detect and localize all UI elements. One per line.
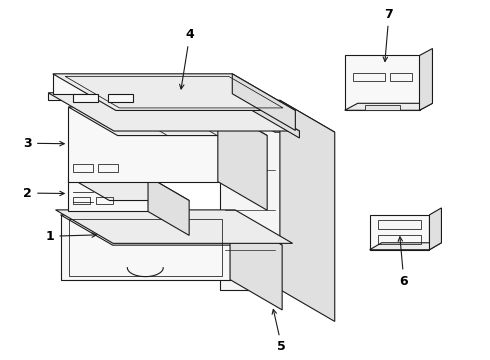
Polygon shape — [369, 215, 429, 250]
Polygon shape — [68, 107, 218, 181]
Polygon shape — [234, 93, 299, 138]
Polygon shape — [220, 100, 280, 289]
Polygon shape — [73, 94, 98, 102]
Polygon shape — [61, 215, 230, 280]
Polygon shape — [68, 177, 148, 211]
Polygon shape — [345, 103, 433, 110]
Polygon shape — [68, 107, 267, 136]
Polygon shape — [365, 105, 399, 110]
Polygon shape — [345, 55, 419, 110]
Text: 4: 4 — [179, 28, 194, 89]
Polygon shape — [48, 93, 299, 131]
Polygon shape — [369, 243, 441, 250]
Text: 5: 5 — [272, 310, 286, 354]
Polygon shape — [108, 94, 133, 102]
Polygon shape — [280, 100, 335, 321]
Text: 1: 1 — [46, 230, 97, 243]
Polygon shape — [53, 74, 295, 111]
Polygon shape — [48, 93, 234, 100]
Polygon shape — [232, 74, 295, 130]
Text: 3: 3 — [24, 137, 64, 150]
Polygon shape — [53, 74, 232, 94]
Polygon shape — [61, 215, 282, 245]
Text: 6: 6 — [398, 237, 408, 288]
Text: 7: 7 — [383, 8, 393, 62]
Polygon shape — [218, 107, 267, 210]
Polygon shape — [419, 49, 433, 110]
Polygon shape — [55, 210, 293, 243]
Polygon shape — [429, 208, 441, 250]
Polygon shape — [230, 215, 282, 310]
Polygon shape — [148, 177, 189, 235]
Polygon shape — [220, 100, 335, 132]
Polygon shape — [68, 177, 189, 201]
Text: 2: 2 — [24, 186, 64, 199]
